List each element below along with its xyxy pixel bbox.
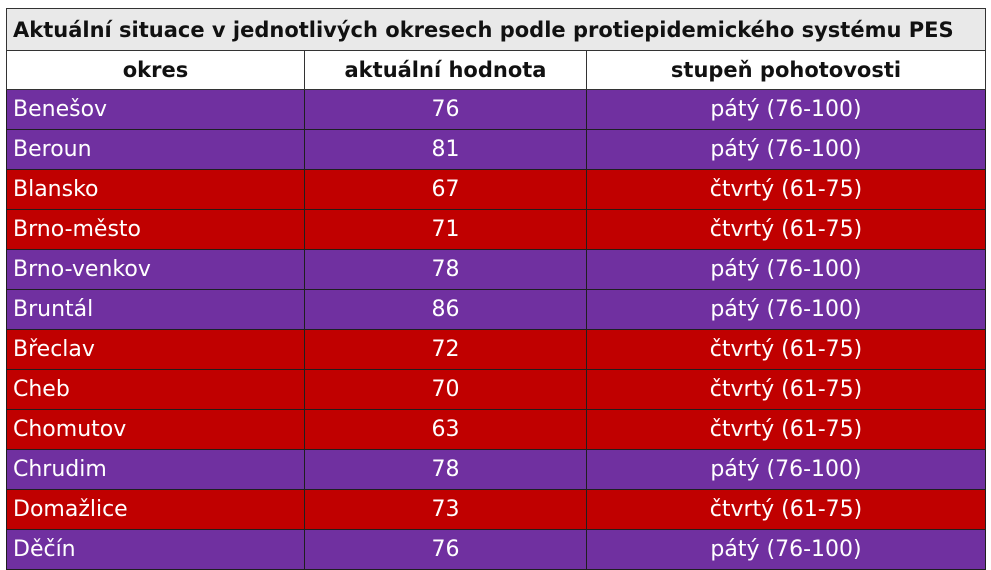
level-cell: čtvrtý (61-75) (585, 409, 987, 450)
level-cell: pátý (76-100) (585, 289, 987, 330)
level-cell: čtvrtý (61-75) (585, 329, 987, 370)
table-row: Bruntál 86 pátý (76-100) (6, 289, 987, 330)
value-cell: 67 (304, 169, 587, 210)
district-cell: Děčín (6, 529, 305, 570)
header-level: stupeň pohotovosti (585, 50, 987, 90)
level-cell: pátý (76-100) (585, 529, 987, 570)
district-cell: Brno-venkov (6, 249, 305, 290)
level-cell: pátý (76-100) (585, 89, 987, 130)
district-cell: Beroun (6, 129, 305, 170)
header-value: aktuální hodnota (304, 50, 587, 90)
pes-table-sheet: Aktuální situace v jednotlivých okresech… (5, 8, 987, 570)
value-cell: 73 (304, 489, 587, 530)
level-cell: čtvrtý (61-75) (585, 209, 987, 250)
level-cell: čtvrtý (61-75) (585, 489, 987, 530)
district-cell: Břeclav (6, 329, 305, 370)
value-cell: 78 (304, 449, 587, 490)
table-row: Domažlice 73 čtvrtý (61-75) (6, 489, 987, 530)
header-district: okres (6, 50, 305, 90)
value-cell: 63 (304, 409, 587, 450)
table-row: Brno-město 71 čtvrtý (61-75) (6, 209, 987, 250)
table-row: Brno-venkov 78 pátý (76-100) (6, 249, 987, 290)
district-cell: Benešov (6, 89, 305, 130)
level-cell: pátý (76-100) (585, 249, 987, 290)
district-cell: Chomutov (6, 409, 305, 450)
district-table: Aktuální situace v jednotlivých okresech… (5, 8, 987, 570)
table-row: Benešov 76 pátý (76-100) (6, 89, 987, 130)
level-cell: čtvrtý (61-75) (585, 369, 987, 410)
table-row: Cheb 70 čtvrtý (61-75) (6, 369, 987, 410)
table-row: Beroun 81 pátý (76-100) (6, 129, 987, 170)
value-cell: 86 (304, 289, 587, 330)
value-cell: 70 (304, 369, 587, 410)
table-row: Chrudim 78 pátý (76-100) (6, 449, 987, 490)
district-cell: Brno-město (6, 209, 305, 250)
table-row: Břeclav 72 čtvrtý (61-75) (6, 329, 987, 370)
district-cell: Cheb (6, 369, 305, 410)
value-cell: 76 (304, 89, 587, 130)
district-cell: Bruntál (6, 289, 305, 330)
value-cell: 78 (304, 249, 587, 290)
value-cell: 72 (304, 329, 587, 370)
level-cell: pátý (76-100) (585, 449, 987, 490)
value-cell: 76 (304, 529, 587, 570)
value-cell: 81 (304, 129, 587, 170)
level-cell: čtvrtý (61-75) (585, 169, 987, 210)
table-row: Blansko 67 čtvrtý (61-75) (6, 169, 987, 210)
value-cell: 71 (304, 209, 587, 250)
table-row: Děčín 76 pátý (76-100) (6, 529, 987, 570)
table-title: Aktuální situace v jednotlivých okresech… (5, 8, 987, 51)
district-cell: Chrudim (6, 449, 305, 490)
district-cell: Blansko (6, 169, 305, 210)
table-row: Chomutov 63 čtvrtý (61-75) (6, 409, 987, 450)
district-cell: Domažlice (6, 489, 305, 530)
level-cell: pátý (76-100) (585, 129, 987, 170)
